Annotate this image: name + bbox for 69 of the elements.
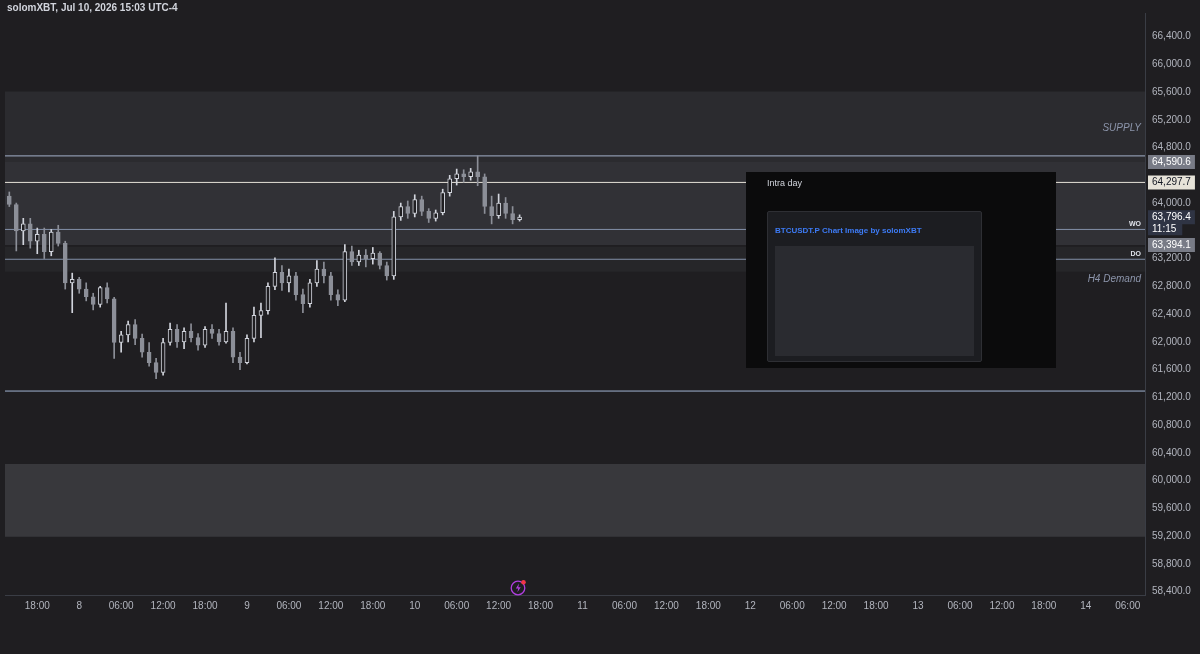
y-tick-label: 62,000.0 [1152,335,1192,347]
y-tick-label: 60,000.0 [1152,474,1192,486]
x-tick-label: 12:00 [821,599,848,611]
x-tick-label: 18:00 [192,599,218,611]
candlestick [468,168,473,181]
x-tick-label: 18:00 [1031,599,1057,611]
y-tick-label: 63,200.0 [1152,252,1192,264]
x-tick-label: 18:00 [360,599,386,611]
x-tick-label: 10 [409,599,421,611]
x-tick-label: 12:00 [318,599,344,611]
x-tick-label: 18:00 [863,599,890,611]
y-tick-label: 64,000.0 [1152,196,1192,208]
y-tick-label: 64,590.6 [1152,155,1192,167]
annotation: BTCUSDT.P Chart Image by solomXBT [775,226,922,235]
y-tick-label: 61,200.0 [1152,391,1192,403]
band-label: H4 Demand [1087,272,1142,284]
x-tick-label: 12 [744,599,757,611]
band-label: SUPPLY [1102,122,1143,134]
y-tick-label: 59,600.0 [1152,502,1192,514]
x-tick-label: 18:00 [528,599,554,611]
x-tick-label: 18:00 [695,599,722,611]
y-tick-label: 66,400.0 [1152,30,1192,42]
y-tick-label: 62,400.0 [1152,307,1192,319]
y-tick-label: 61,600.0 [1152,363,1192,375]
x-tick-label: 12:00 [653,599,680,611]
candlestick [363,249,369,268]
x-tick-label: 12:00 [486,599,512,611]
x-tick-label: 18:00 [24,599,51,611]
chart-title: solomXBT, Jul 10, 2026 15:03 UTC-4 [7,2,178,13]
x-tick-label: 9 [244,599,251,611]
y-tick-label: 63,394.1 [1152,238,1192,250]
y-tick-label: 65,600.0 [1152,85,1192,97]
y-tick-label: 58,400.0 [1152,585,1192,597]
x-tick-label: 06:00 [444,599,470,611]
candlestick [6,191,12,207]
x-tick-label: 8 [76,599,83,611]
x-tick-label: 06:00 [276,599,302,611]
x-tick-label: 14 [1080,599,1092,611]
preview-card: BTCUSDT.P Chart Image by solomXBT [767,211,982,362]
candlestick [517,214,522,222]
note-card: Intra day BTCUSDT.P Chart Image by solomXBT [746,172,1056,368]
y-tick-label: 64,800.0 [1152,141,1192,153]
x-tick-label: 06:00 [611,599,638,611]
candlestick [489,195,494,225]
annotation: Intra day [767,178,803,188]
y-tick-label: 58,800.0 [1152,557,1192,569]
y-tick-label: 65,200.0 [1152,113,1192,125]
y-tick-label: 60,800.0 [1152,418,1192,430]
y-tick-label: 63,796.4 [1152,210,1192,222]
candlestick [482,173,487,214]
x-tick-label: 13 [912,599,925,611]
x-tick-label: 12:00 [989,599,1015,611]
y-tick-label: 64,297.7 [1152,176,1192,188]
candlestick [510,206,515,225]
candlestick [454,168,460,186]
x-tick-label: 06:00 [1115,599,1141,611]
y-tick-label: 66,000.0 [1152,58,1192,70]
candlestick [496,193,501,219]
x-tick-label: 11 [577,599,589,611]
y-tick-label: 60,400.0 [1152,446,1192,458]
y-tick-label: 59,200.0 [1152,529,1192,541]
candlestick [503,197,508,219]
y-tick-label: 62,800.0 [1152,280,1192,292]
x-tick-label: 06:00 [779,599,806,611]
candlestick [475,155,480,187]
text: 11:15 [1152,222,1177,234]
x-tick-label: 06:00 [108,599,135,611]
x-tick-label: 12:00 [150,599,177,611]
x-tick-label: 06:00 [947,599,973,611]
